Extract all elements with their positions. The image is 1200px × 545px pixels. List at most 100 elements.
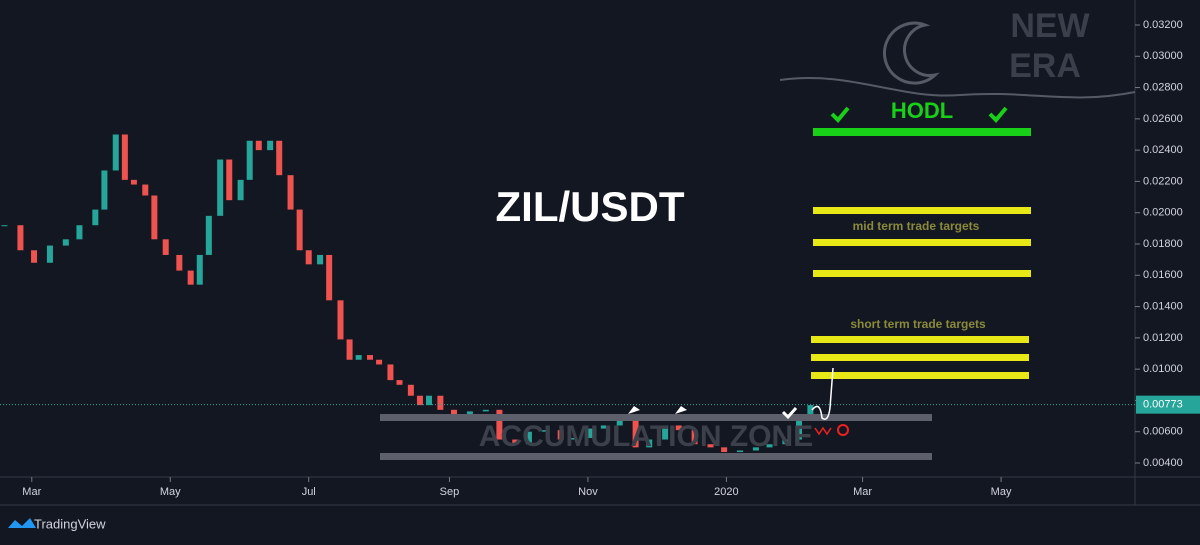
candle	[337, 300, 344, 340]
zone-line	[380, 414, 932, 421]
candle	[46, 245, 53, 263]
candle	[226, 159, 233, 201]
candle	[237, 179, 244, 201]
candle	[691, 430, 698, 445]
zone-label: ACCUMULATION ZONE	[479, 420, 813, 453]
projection-drawing	[814, 426, 832, 436]
y-tick-label: 0.01400	[1143, 300, 1183, 312]
candle	[482, 409, 489, 412]
y-tick-label: 0.01200	[1143, 332, 1183, 344]
x-tick-label: Sep	[440, 486, 460, 498]
candle	[396, 380, 403, 385]
y-tick-label: 0.03000	[1143, 50, 1183, 62]
candle	[646, 439, 653, 448]
check	[830, 106, 850, 123]
y-tick-label: 0.02800	[1143, 81, 1183, 93]
mid-label: mid term trade targets	[853, 219, 980, 233]
brand: TradingView	[34, 516, 106, 531]
candle	[807, 405, 814, 421]
x-tick-label: May	[991, 486, 1012, 498]
y-tick-label: 0.00600	[1143, 426, 1183, 438]
candle	[426, 395, 433, 406]
candle	[466, 411, 473, 415]
candle	[205, 215, 212, 255]
candle	[246, 140, 253, 180]
hodl-line	[813, 128, 1031, 136]
candle	[416, 395, 423, 406]
candle	[305, 250, 312, 265]
candle	[287, 175, 294, 210]
candle	[632, 420, 639, 448]
candle	[512, 439, 519, 445]
check	[781, 407, 798, 420]
candle	[346, 339, 353, 360]
candle	[92, 209, 99, 226]
y-tick-label: 0.02000	[1143, 207, 1183, 219]
y-tick-label: 0.02400	[1143, 144, 1183, 156]
candle	[142, 184, 149, 196]
candle	[130, 179, 137, 185]
candle	[17, 225, 24, 251]
short-label: short term trade targets	[850, 317, 986, 331]
candle	[541, 430, 548, 432]
target-line	[813, 239, 1031, 246]
y-tick-label: 0.01600	[1143, 269, 1183, 281]
y-tick-label: 0.03200	[1143, 19, 1183, 31]
y-tick-label: 0.00400	[1143, 457, 1183, 469]
candle	[525, 431, 532, 445]
plot: 0.004000.006000.008000.010000.012000.014…	[0, 19, 1200, 498]
target-line	[811, 354, 1029, 361]
watermark: ERA	[1009, 47, 1081, 85]
brand-logo	[8, 518, 36, 528]
candle	[296, 209, 303, 251]
candle	[587, 428, 594, 438]
moon-drawing	[883, 21, 940, 85]
candle	[496, 409, 503, 440]
candle	[766, 444, 773, 448]
candle	[1, 225, 8, 227]
target-line	[813, 270, 1031, 277]
y-tick-label: 0.02600	[1143, 113, 1183, 125]
candle	[101, 170, 108, 210]
candle	[752, 447, 759, 451]
candle	[782, 439, 789, 445]
candle	[451, 409, 457, 415]
candle	[557, 430, 564, 440]
stop-icon	[837, 424, 849, 436]
candle	[196, 254, 203, 285]
candle	[737, 450, 744, 453]
candle	[367, 355, 374, 360]
y-tick-label: 0.01800	[1143, 238, 1183, 250]
candle	[571, 437, 578, 440]
x-tick-label: May	[160, 486, 181, 498]
candle	[721, 447, 728, 453]
candle	[151, 195, 158, 240]
projection-drawing	[811, 367, 834, 420]
candle	[276, 140, 283, 176]
candle	[176, 254, 183, 271]
candle	[675, 425, 682, 431]
chart-title: ZIL/USDT	[496, 183, 685, 230]
candle	[326, 254, 333, 301]
candle	[162, 239, 169, 255]
x-tick-label: Jul	[302, 486, 316, 498]
last-price-label: 0.00773	[1143, 399, 1183, 411]
x-tick-label: 2020	[714, 486, 738, 498]
candle	[616, 420, 623, 426]
wave-drawing	[779, 76, 1136, 99]
candle	[437, 395, 444, 410]
candle	[662, 425, 669, 440]
candle	[600, 425, 607, 429]
candle	[267, 140, 274, 151]
candle	[187, 270, 194, 285]
hodl-label: HODL	[891, 98, 953, 123]
x-tick-label: Mar	[853, 486, 872, 498]
target-line	[813, 207, 1031, 214]
candle	[121, 134, 128, 180]
candle	[387, 364, 394, 381]
x-tick-label: Mar	[22, 486, 41, 498]
check	[988, 106, 1008, 123]
target-line	[811, 336, 1029, 343]
candle	[76, 225, 83, 240]
candle	[317, 254, 324, 265]
